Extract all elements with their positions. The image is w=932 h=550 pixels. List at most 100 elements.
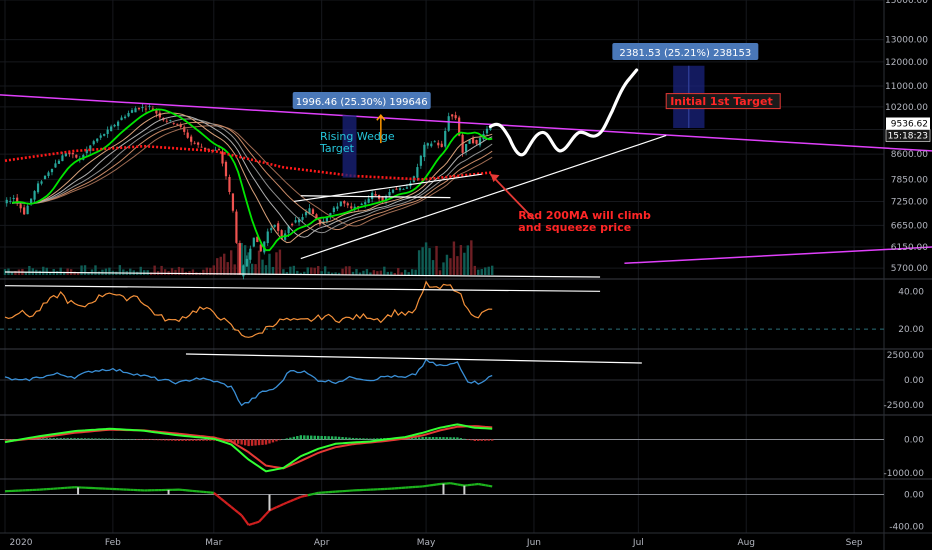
- indicator-tick-label: -400.00: [889, 523, 924, 533]
- macd-histogram-bar: [56, 437, 59, 440]
- macd-histogram-bar: [167, 439, 170, 441]
- rising-wedge-target-label-line-1: Target: [319, 142, 355, 155]
- macd-histogram-bar: [473, 439, 476, 441]
- macd-histogram-bar: [149, 439, 153, 441]
- candle-body: [193, 142, 196, 144]
- macd-histogram-bar: [282, 439, 285, 440]
- macd-histogram-bar: [243, 439, 247, 446]
- candle-body: [426, 143, 429, 146]
- macd-histogram-bar: [449, 437, 452, 440]
- momentum-segment: [300, 494, 305, 498]
- candle-body: [172, 122, 175, 124]
- macd-histogram-bar: [438, 437, 442, 440]
- volume-bar: [334, 272, 337, 275]
- macd-histogram-bar: [480, 439, 483, 441]
- indicator-tick-label: 20.00: [898, 325, 924, 335]
- indicator-tick-label: 0.00: [904, 490, 924, 500]
- volume-bar: [431, 260, 435, 275]
- macd-histogram-bar: [257, 439, 261, 446]
- candle-body: [242, 265, 245, 277]
- candle-body: [214, 149, 217, 151]
- volume-bar: [230, 250, 233, 275]
- candle-body: [71, 152, 74, 155]
- volume-bar: [146, 270, 149, 275]
- volume-bar: [369, 272, 372, 275]
- macd-histogram-bar: [104, 438, 108, 440]
- price-tick-label: 7850.00: [891, 175, 928, 185]
- price-tick-label: 15000.00: [885, 0, 928, 6]
- volume-bars: [3, 240, 494, 275]
- candle-body: [169, 120, 172, 121]
- macd-histogram-bar: [87, 438, 90, 440]
- macd-histogram-bar: [271, 439, 275, 443]
- macd-histogram-bar: [49, 437, 52, 440]
- candle-body: [158, 112, 161, 118]
- macd-histogram-bar: [7, 439, 10, 440]
- volume-bar: [351, 271, 355, 275]
- volume-bar: [414, 269, 417, 275]
- candle-body: [447, 116, 450, 131]
- measure-label-1: 1996.46 (25.30%) 199646: [296, 97, 428, 108]
- volume-bar: [400, 272, 403, 275]
- volume-bar: [473, 265, 476, 275]
- volume-bar: [275, 252, 278, 275]
- volume-bar: [153, 265, 156, 275]
- ma200-comment-label: Red 200MA will climb and squeeze price: [518, 209, 651, 234]
- moving-average-line-1: [11, 121, 493, 230]
- volume-bar: [282, 269, 285, 275]
- candle-body: [26, 205, 29, 215]
- macd-histogram-bar: [202, 439, 205, 441]
- volume-bar: [83, 265, 87, 275]
- candle-body: [270, 228, 273, 231]
- indicator-tick-label: 0.00: [904, 376, 924, 386]
- candle-body: [186, 132, 189, 138]
- candle-body: [249, 248, 252, 260]
- candle-body: [134, 108, 137, 113]
- indicator-tick-label: 0.00: [904, 435, 924, 445]
- volume-bar: [31, 268, 35, 275]
- candle-body: [231, 193, 235, 211]
- volume-divergence-line: [4, 271, 601, 278]
- candle-body: [96, 138, 99, 142]
- candle-body: [440, 143, 443, 147]
- macd-histogram-bar: [327, 436, 330, 440]
- macd-histogram-bar: [463, 438, 466, 440]
- candle-body: [43, 175, 47, 179]
- candle-body: [106, 129, 109, 134]
- momentum-segment: [286, 500, 291, 504]
- candle-body: [277, 223, 280, 231]
- macd-histogram-bar: [466, 439, 470, 440]
- candle-body: [68, 151, 71, 155]
- candle-body: [197, 142, 200, 145]
- candle-body: [419, 155, 422, 166]
- candle-body: [23, 207, 26, 215]
- macd-histogram-bar: [299, 435, 302, 440]
- candle-body: [19, 204, 22, 209]
- volume-bar: [445, 254, 449, 275]
- macd-histogram-bar: [323, 436, 327, 440]
- price-tick-label: 11000.00: [885, 82, 928, 92]
- volume-bar: [452, 241, 456, 275]
- macd-histogram-bar: [136, 439, 139, 440]
- volume-bar: [365, 269, 369, 275]
- volume-bar: [73, 271, 76, 275]
- volume-bar: [435, 245, 438, 275]
- macd-histogram-bar: [73, 437, 76, 440]
- candle-body: [360, 203, 363, 206]
- rsi-divergence-line: [4, 285, 601, 292]
- volume-bar: [104, 268, 108, 275]
- candle-body: [144, 108, 148, 110]
- macd-histogram-bar: [452, 437, 456, 440]
- ma200-line: [4, 144, 493, 181]
- macd-histogram-bar: [369, 438, 372, 440]
- volume-bar: [42, 266, 45, 275]
- initial-target-label-bg: [665, 93, 781, 110]
- candle-body: [339, 201, 342, 207]
- macd-histogram-bar: [250, 439, 254, 446]
- volume-bar: [313, 267, 316, 275]
- candle-body: [291, 223, 294, 226]
- macd-histogram-bar: [94, 438, 97, 440]
- volume-bar: [348, 266, 351, 275]
- volume-bar: [449, 258, 452, 275]
- volume-bar: [261, 259, 264, 275]
